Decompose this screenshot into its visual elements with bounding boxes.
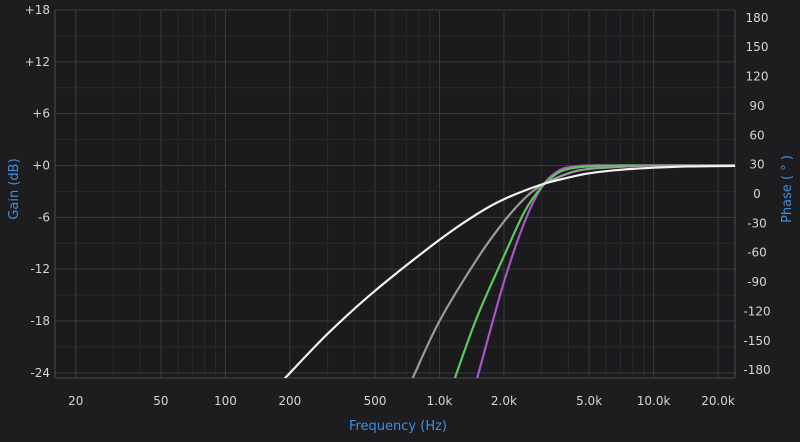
y2-tick-label: -180 [743, 363, 770, 377]
y2-axis-title: Phase ( ° ) [780, 155, 795, 223]
x-tick-label: 5.0k [576, 394, 602, 408]
y2-tick-label: -60 [747, 246, 767, 260]
series-line-4 [284, 164, 735, 378]
y2-tick-label: -90 [747, 275, 767, 289]
y-tick-label: -6 [38, 210, 50, 224]
series-group [284, 164, 735, 378]
x-tick-label: 1.0k [426, 394, 452, 408]
y-tick-label: -12 [30, 262, 50, 276]
y-axis-ticks: +18 +12 +6 +0 -6 -12 -18 -24 [25, 3, 50, 380]
y-tick-label: +0 [32, 158, 50, 172]
grid [54, 9, 736, 379]
plot-area [55, 10, 735, 378]
y-tick-label: -18 [30, 314, 50, 328]
x-tick-label: 200 [278, 394, 301, 408]
x-tick-label: 500 [364, 394, 387, 408]
y-tick-label: +12 [25, 55, 50, 69]
y-tick-label: -24 [30, 366, 50, 380]
y2-tick-label: 90 [749, 99, 764, 113]
x-tick-label: 100 [214, 394, 237, 408]
y2-axis-ticks: 180 150 120 90 60 30 0 -30 -60 -90 -120 -150 -180 [743, 11, 770, 377]
x-tick-label: 10.0k [637, 394, 671, 408]
y-tick-label: +18 [25, 3, 50, 17]
x-tick-label: 2.0k [491, 394, 517, 408]
x-axis-ticks: 20 50 100 200 500 1.0k 2.0k 5.0k 10.0k 20.0k [68, 394, 735, 408]
y2-tick-label: -120 [743, 304, 770, 318]
y2-tick-label: 0 [753, 187, 761, 201]
x-tick-label: 50 [153, 394, 168, 408]
y-axis-title: Gain (dB) [7, 158, 22, 219]
series-line-2 [453, 164, 735, 378]
y2-tick-label: -30 [747, 216, 767, 230]
x-tick-label: 20 [68, 394, 83, 408]
y-tick-label: +6 [32, 107, 50, 121]
y2-tick-label: -150 [743, 334, 770, 348]
x-axis-title: Frequency (Hz) [349, 419, 447, 434]
y2-tick-label: 150 [746, 40, 769, 54]
y2-tick-label: 180 [746, 11, 769, 25]
x-tick-label: 20.0k [701, 394, 735, 408]
y2-tick-label: 30 [749, 158, 764, 172]
y2-tick-label: 60 [749, 128, 764, 142]
y2-tick-label: 120 [746, 70, 769, 84]
